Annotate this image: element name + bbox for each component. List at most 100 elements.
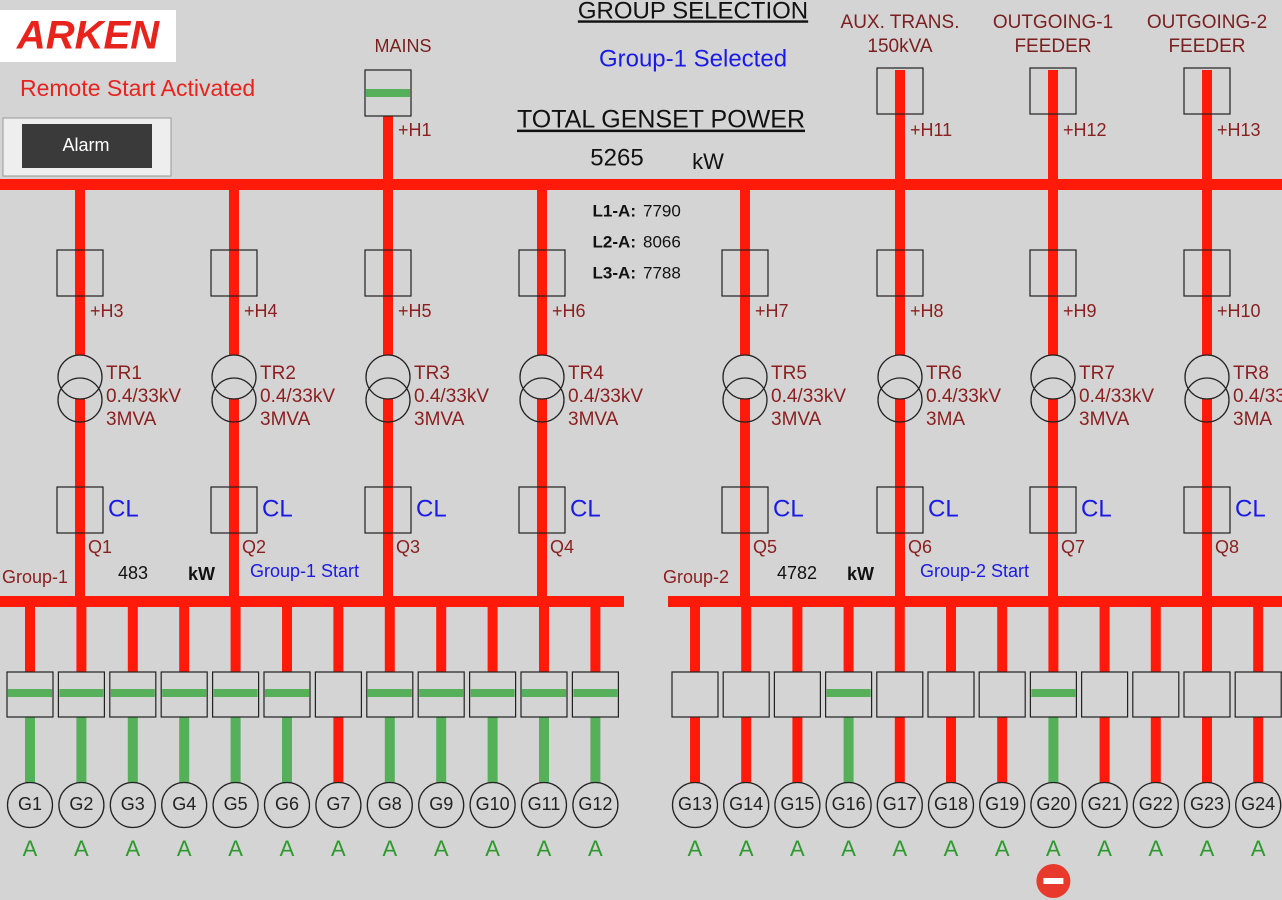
alarm-face bbox=[22, 124, 152, 168]
outlet-label: Q6 bbox=[908, 537, 932, 557]
stop-icon-bar bbox=[1043, 878, 1064, 884]
conductor bbox=[76, 601, 87, 672]
status: Remote Start Activated bbox=[20, 75, 255, 101]
generator-name: G15 bbox=[780, 794, 814, 814]
conductor bbox=[843, 717, 854, 783]
generator bbox=[927, 781, 975, 829]
breaker bbox=[978, 671, 1026, 718]
transformer-name: TR6 bbox=[926, 363, 962, 384]
generator-status: A bbox=[995, 836, 1010, 861]
breaker bbox=[160, 671, 208, 718]
conductor bbox=[946, 717, 956, 783]
generator-status: A bbox=[790, 836, 805, 861]
breaker-status: CL bbox=[416, 495, 447, 522]
group-selected: Group-1 Selected bbox=[599, 45, 787, 72]
group-label: Group-1 bbox=[2, 567, 68, 587]
conductor bbox=[230, 717, 241, 783]
generator-status: A bbox=[739, 836, 754, 861]
breaker bbox=[1080, 671, 1129, 718]
transformer-capacity: 3MVA bbox=[414, 409, 465, 430]
group-power: 483 bbox=[118, 563, 148, 583]
conductor bbox=[590, 601, 601, 672]
conductor bbox=[895, 70, 905, 184]
generator-status: A bbox=[382, 836, 397, 861]
generator-status: A bbox=[944, 836, 959, 861]
breaker bbox=[1183, 249, 1231, 297]
conductor bbox=[997, 601, 1008, 672]
generator bbox=[1030, 781, 1077, 829]
generator-status: A bbox=[1200, 836, 1215, 861]
conductor bbox=[1202, 70, 1212, 184]
breaker bbox=[210, 249, 258, 297]
breaker bbox=[417, 671, 465, 718]
current-label: L1-A: bbox=[593, 201, 636, 220]
breaker bbox=[876, 67, 924, 115]
breaker bbox=[366, 671, 414, 718]
outlet-label: Q5 bbox=[753, 537, 777, 557]
transformer-rating: 0.4/33kV bbox=[926, 386, 1001, 407]
generator-status: A bbox=[841, 836, 856, 861]
main-busbar bbox=[0, 179, 1282, 190]
generator-status: A bbox=[485, 836, 500, 861]
breaker bbox=[1183, 486, 1231, 534]
closed-indicator bbox=[573, 689, 618, 697]
breaker bbox=[571, 671, 620, 718]
generator-name: G18 bbox=[934, 794, 968, 814]
breaker bbox=[1132, 671, 1180, 718]
generator bbox=[520, 781, 568, 829]
generator bbox=[6, 781, 54, 829]
outlet-label: Q7 bbox=[1061, 537, 1085, 557]
generator bbox=[109, 781, 156, 829]
breaker bbox=[520, 671, 568, 718]
breaker bbox=[469, 671, 517, 718]
feeder-label: FEEDER bbox=[1168, 36, 1245, 57]
transformer-winding bbox=[519, 377, 565, 423]
generator-name: G6 bbox=[275, 794, 299, 814]
generator-status: A bbox=[1097, 836, 1112, 861]
current-value: 8066 bbox=[643, 232, 681, 251]
closed-indicator bbox=[110, 689, 155, 697]
conductor bbox=[333, 717, 344, 783]
generator-name: G12 bbox=[578, 794, 612, 814]
total-power-unit: kW bbox=[692, 149, 724, 174]
group-selection-title: GROUP SELECTION bbox=[578, 0, 808, 24]
transformer-winding bbox=[722, 354, 768, 400]
breaker-label: +H1 bbox=[398, 120, 432, 140]
generator bbox=[1132, 781, 1179, 829]
transformer-winding bbox=[722, 377, 768, 423]
conductor bbox=[741, 717, 752, 783]
transformer-name: TR7 bbox=[1079, 363, 1115, 384]
conductor bbox=[282, 601, 292, 672]
total-power-value: 5265 bbox=[590, 144, 643, 171]
conductor bbox=[997, 717, 1008, 783]
generator-name: G8 bbox=[378, 794, 402, 814]
transformer-capacity: 3MA bbox=[1233, 409, 1272, 430]
transformer-winding bbox=[877, 354, 923, 400]
conductor bbox=[843, 601, 854, 672]
generator-status: A bbox=[588, 836, 603, 861]
generator-name: G24 bbox=[1241, 794, 1275, 814]
conductor bbox=[384, 717, 395, 783]
conductor bbox=[25, 717, 35, 783]
transformer-capacity: 3MVA bbox=[106, 409, 157, 430]
conductor bbox=[282, 717, 292, 783]
conductor bbox=[487, 601, 498, 672]
closed-indicator bbox=[213, 689, 258, 697]
generator bbox=[1081, 781, 1128, 829]
alarm-button[interactable]: Alarm bbox=[2, 117, 172, 177]
conductor bbox=[230, 601, 241, 672]
breaker bbox=[364, 486, 412, 534]
alarm-label[interactable]: Alarm bbox=[62, 135, 109, 155]
breaker bbox=[1029, 486, 1077, 534]
transformer-rating: 0.4/33kV bbox=[568, 386, 643, 407]
breaker bbox=[773, 671, 822, 718]
generator-status: A bbox=[74, 836, 89, 861]
generator bbox=[212, 781, 259, 829]
breaker-status: CL bbox=[773, 495, 804, 522]
transformer-capacity: 3MVA bbox=[568, 409, 619, 430]
generator-name: G5 bbox=[224, 794, 248, 814]
generator-status: A bbox=[1046, 836, 1061, 861]
feeder-label: OUTGOING-1 bbox=[993, 12, 1113, 33]
breaker bbox=[1029, 671, 1078, 718]
